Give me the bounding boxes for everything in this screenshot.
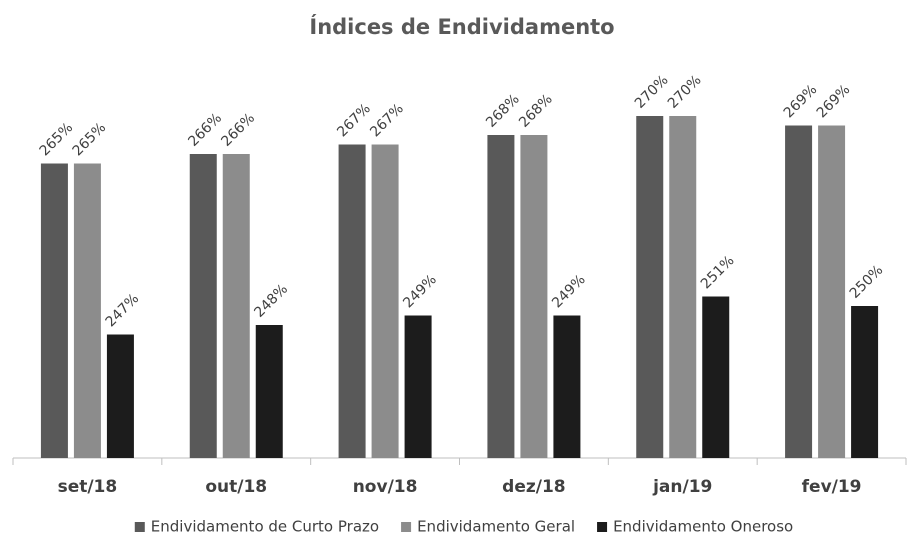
bar <box>40 163 68 458</box>
legend-swatch <box>134 522 145 532</box>
bar <box>669 116 697 458</box>
bar <box>785 125 813 458</box>
legend: Endividamento de Curto Prazo Endividament… <box>134 518 793 536</box>
bar <box>818 125 846 458</box>
bar <box>851 306 879 458</box>
bar <box>553 315 581 458</box>
bar <box>487 135 515 458</box>
x-tick-label: fev/19 <box>802 477 862 497</box>
chart-title: Índices de Endividamento <box>309 14 614 39</box>
bar <box>404 315 432 458</box>
legend-swatch <box>401 522 412 532</box>
legend-label: Endividamento de Curto Prazo <box>151 518 379 536</box>
bar <box>189 154 217 458</box>
bar <box>636 116 664 458</box>
x-tick-label: nov/18 <box>353 477 418 497</box>
bar <box>255 325 283 458</box>
x-tick-label: out/18 <box>205 477 267 497</box>
x-tick-label: set/18 <box>58 477 118 497</box>
legend-label: Endividamento Geral <box>417 518 575 536</box>
bar <box>106 334 134 458</box>
bar <box>371 144 399 458</box>
x-tick-label: jan/19 <box>652 477 712 497</box>
x-tick-label: dez/18 <box>502 477 565 497</box>
bar <box>520 135 548 458</box>
bar <box>73 163 101 458</box>
legend-label: Endividamento Oneroso <box>613 518 793 536</box>
bar <box>338 144 366 458</box>
bar <box>702 296 730 458</box>
bar <box>222 154 250 458</box>
legend-swatch <box>597 522 608 532</box>
